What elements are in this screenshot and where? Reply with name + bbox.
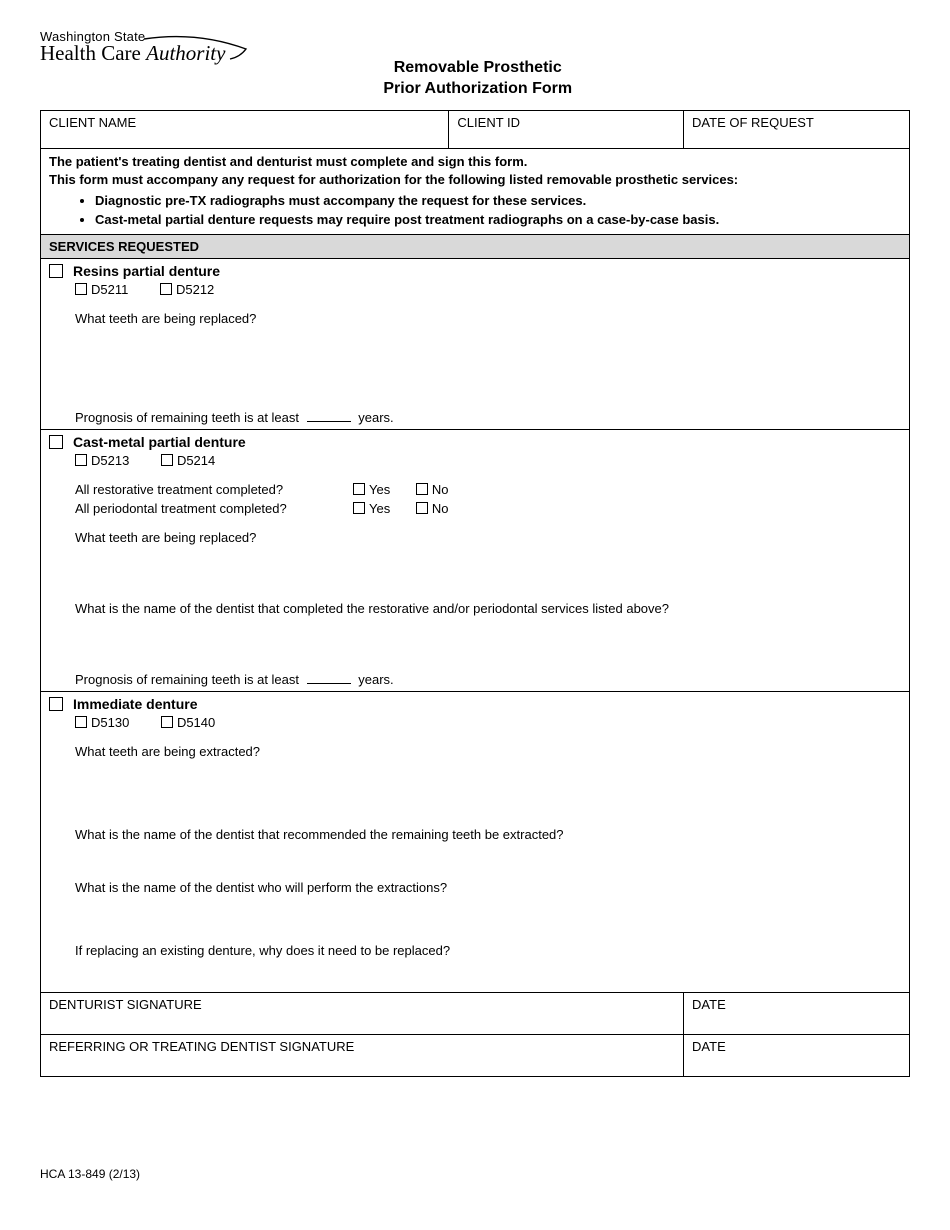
checkbox-d5213[interactable] bbox=[75, 454, 87, 466]
castmetal-dentist-question: What is the name of the dentist that com… bbox=[75, 601, 901, 616]
denturist-date-cell[interactable]: DATE bbox=[684, 992, 910, 1034]
checkbox-restorative-no[interactable] bbox=[416, 483, 428, 495]
resins-teeth-question: What teeth are being replaced? bbox=[75, 311, 901, 326]
castmetal-prognosis-line: Prognosis of remaining teeth is at least… bbox=[75, 672, 901, 687]
resins-prognosis-line: Prognosis of remaining teeth is at least… bbox=[75, 410, 901, 425]
form-table: CLIENT NAME CLIENT ID DATE OF REQUEST Th… bbox=[40, 110, 910, 1077]
checkbox-d5140[interactable] bbox=[161, 716, 173, 728]
immediate-teeth-question: What teeth are being extracted? bbox=[75, 744, 901, 759]
date-of-request-cell[interactable]: DATE OF REQUEST bbox=[684, 110, 910, 148]
form-number-footer: HCA 13-849 (2/13) bbox=[40, 1167, 910, 1181]
immediate-perform-question: What is the name of the dentist who will… bbox=[75, 880, 901, 895]
checkbox-immediate-denture[interactable] bbox=[49, 697, 63, 711]
immediate-perform-answer-space[interactable] bbox=[49, 895, 901, 929]
resins-teeth-answer-space[interactable] bbox=[49, 326, 901, 396]
client-id-cell[interactable]: CLIENT ID bbox=[449, 110, 684, 148]
checkbox-periodontal-no[interactable] bbox=[416, 502, 428, 514]
immediate-recommend-answer-space[interactable] bbox=[49, 842, 901, 866]
checkbox-d5212[interactable] bbox=[160, 283, 172, 295]
resins-prognosis-blank[interactable] bbox=[307, 421, 351, 422]
immediate-replace-question: If replacing an existing denture, why do… bbox=[75, 943, 901, 958]
page-header: Washington State Health Care Authority R… bbox=[40, 30, 910, 100]
service-resins-partial: Resins partial denture D5211 D5212 What … bbox=[41, 258, 910, 429]
checkbox-cast-metal[interactable] bbox=[49, 435, 63, 449]
castmetal-dentist-answer-space[interactable] bbox=[49, 616, 901, 658]
checkbox-resins-partial[interactable] bbox=[49, 264, 63, 278]
checkbox-restorative-yes[interactable] bbox=[353, 483, 365, 495]
castmetal-teeth-answer-space[interactable] bbox=[49, 545, 901, 587]
checkbox-d5211[interactable] bbox=[75, 283, 87, 295]
checkbox-d5214[interactable] bbox=[161, 454, 173, 466]
checkbox-d5130[interactable] bbox=[75, 716, 87, 728]
instructions: The patient's treating dentist and dentu… bbox=[41, 148, 910, 234]
client-header-row: CLIENT NAME CLIENT ID DATE OF REQUEST bbox=[41, 110, 910, 148]
immediate-recommend-question: What is the name of the dentist that rec… bbox=[75, 827, 901, 842]
restorative-question: All restorative treatment completed? bbox=[75, 482, 353, 497]
castmetal-teeth-question: What teeth are being replaced? bbox=[75, 530, 901, 545]
service-immediate-denture: Immediate denture D5130 D5140 What teeth… bbox=[41, 691, 910, 992]
referring-dentist-signature-cell[interactable]: REFERRING OR TREATING DENTIST SIGNATURE bbox=[41, 1034, 684, 1076]
services-requested-header: SERVICES REQUESTED bbox=[41, 234, 910, 258]
service-cast-metal: Cast-metal partial denture D5213 D5214 A… bbox=[41, 429, 910, 691]
immediate-teeth-answer-space[interactable] bbox=[49, 759, 901, 813]
logo-line2: Health Care Authority bbox=[40, 43, 225, 64]
form-title: Removable Prosthetic Prior Authorization… bbox=[225, 58, 730, 100]
denturist-signature-cell[interactable]: DENTURIST SIGNATURE bbox=[41, 992, 684, 1034]
immediate-replace-answer-space[interactable] bbox=[49, 958, 901, 988]
castmetal-prognosis-blank[interactable] bbox=[307, 683, 351, 684]
checkbox-periodontal-yes[interactable] bbox=[353, 502, 365, 514]
agency-logo: Washington State Health Care Authority bbox=[40, 30, 225, 64]
referring-date-cell[interactable]: DATE bbox=[684, 1034, 910, 1076]
periodontal-question: All periodontal treatment completed? bbox=[75, 501, 353, 516]
client-name-cell[interactable]: CLIENT NAME bbox=[41, 110, 449, 148]
